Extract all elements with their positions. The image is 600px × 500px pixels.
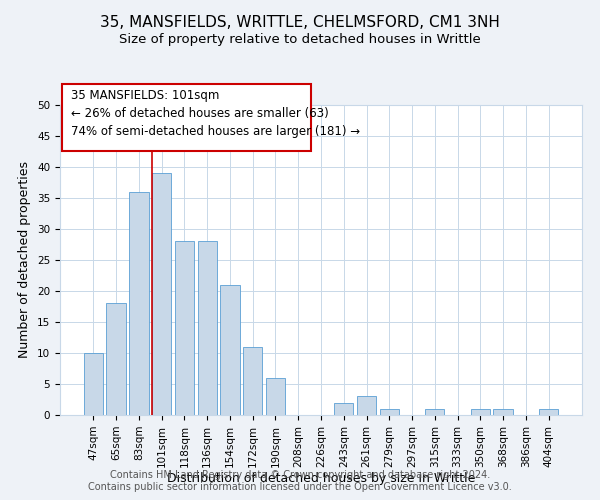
Bar	[84, 353, 103, 415]
Text: 35, MANSFIELDS, WRITTLE, CHELMSFORD, CM1 3NH: 35, MANSFIELDS, WRITTLE, CHELMSFORD, CM1…	[100, 15, 500, 30]
Bar	[152, 173, 172, 415]
Bar	[539, 409, 558, 415]
Bar	[220, 285, 239, 415]
Bar	[106, 304, 126, 415]
Text: 35 MANSFIELDS: 101sqm
← 26% of detached houses are smaller (63)
74% of semi-deta: 35 MANSFIELDS: 101sqm ← 26% of detached …	[71, 89, 361, 138]
Bar	[334, 402, 353, 415]
Bar	[129, 192, 149, 415]
Text: Size of property relative to detached houses in Writtle: Size of property relative to detached ho…	[119, 32, 481, 46]
Text: Contains public sector information licensed under the Open Government Licence v3: Contains public sector information licen…	[88, 482, 512, 492]
Bar	[243, 347, 262, 415]
Bar	[175, 242, 194, 415]
Bar	[197, 242, 217, 415]
X-axis label: Distribution of detached houses by size in Writtle: Distribution of detached houses by size …	[167, 472, 475, 486]
Bar	[357, 396, 376, 415]
Y-axis label: Number of detached properties: Number of detached properties	[19, 162, 31, 358]
Text: Contains HM Land Registry data © Crown copyright and database right 2024.: Contains HM Land Registry data © Crown c…	[110, 470, 490, 480]
Bar	[425, 409, 445, 415]
Bar	[380, 409, 399, 415]
Bar	[470, 409, 490, 415]
Bar	[493, 409, 513, 415]
Bar	[266, 378, 285, 415]
